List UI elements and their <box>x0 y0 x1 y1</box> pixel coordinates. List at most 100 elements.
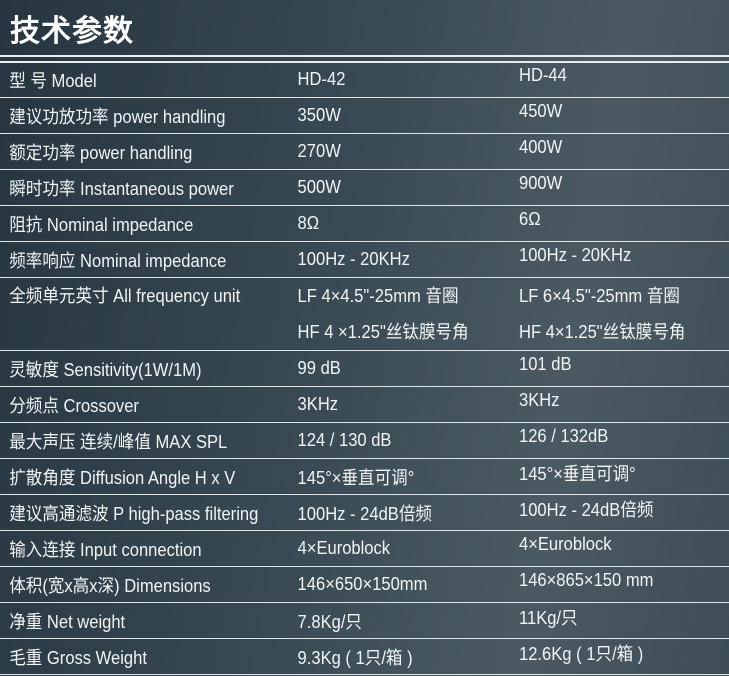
cell-text: 阻抗 Nominal impedance <box>9 214 194 235</box>
value-hd-44: 6Ω <box>518 205 713 242</box>
cell-text: 145°×垂直可调° <box>518 463 636 484</box>
cell-text: 146×650×150mm <box>297 574 428 594</box>
table-row: 扩散角度 Diffusion Angle H x V 145°×垂直可调° 145°… <box>0 458 729 495</box>
cell-text: 毛重 Gross Weight <box>9 647 147 668</box>
value-hd-44: 900W <box>518 169 713 206</box>
spec-label: 建议高通滤波 P high-pass filtering <box>0 494 259 531</box>
cell-text: 99 dB <box>297 358 341 378</box>
value-hd-44: 11Kg/只 <box>518 602 713 639</box>
spec-label: 型 号 Model <box>0 62 259 98</box>
spec-table: 型 号 Model HD-42 HD-44 建议功放功率 power handling… <box>0 62 729 675</box>
value-hd-44: 126 / 132dB <box>518 422 713 459</box>
value-hd-42: 8Ω <box>280 205 500 242</box>
spec-label: 全频单元英寸 All frequency unit <box>0 277 259 351</box>
value-hd-44: HD-44 <box>518 62 713 98</box>
cell-text: 4×Euroblock <box>297 538 390 558</box>
spec-label: 额定功率 power handling <box>0 133 259 170</box>
value-hd-42: 146×650×150mm <box>280 566 500 603</box>
cell-text: 500W <box>297 177 341 197</box>
value-hd-42: 124 / 130 dB <box>280 422 500 459</box>
cell-text: 瞬时功率 Instantaneous power <box>9 178 234 199</box>
cell-text: 400W <box>518 137 563 157</box>
table-row: 建议高通滤波 P high-pass filtering 100Hz - 24dB… <box>0 494 729 531</box>
cell-text: 3KHz <box>297 394 338 414</box>
value-hd-44: LF 6×4.5"-25mm 音圈 HF 4×1.25"丝钛膜号角 <box>518 277 713 351</box>
spec-label: 阻抗 Nominal impedance <box>0 205 259 242</box>
cell-text: 灵敏度 Sensitivity(1W/1M) <box>9 359 202 380</box>
value-hd-44: 12.6Kg ( 1只/箱 ) <box>518 638 713 675</box>
cell-text: 145°×垂直可调° <box>297 467 415 488</box>
value-hd-42: 100Hz - 24dB倍频 <box>280 494 500 531</box>
cell-text: 126 / 132dB <box>518 426 609 446</box>
table-row: 分频点 Crossover 3KHz 3KHz <box>0 386 729 423</box>
value-hd-42: 4×Euroblock <box>280 530 500 567</box>
table-row: 最大声压 连续/峰值 MAX SPL 124 / 130 dB 126 / 132d… <box>0 422 729 459</box>
value-hd-44: 100Hz - 24dB倍频 <box>518 494 713 531</box>
cell-text: 124 / 130 dB <box>297 430 392 450</box>
spec-label: 输入连接 Input connection <box>0 530 259 567</box>
cell-text: 体积(宽x高x深) Dimensions <box>9 575 211 596</box>
table-row: 灵敏度 Sensitivity(1W/1M) 99 dB 101 dB <box>0 350 729 387</box>
value-hd-42: 99 dB <box>280 350 500 387</box>
cell-text: 建议高通滤波 P high-pass filtering <box>9 503 259 524</box>
value-hd-42: LF 4×4.5"-25mm 音圈 HF 4 ×1.25"丝钛膜号角 <box>280 277 500 351</box>
cell-text: 7.8Kg/只 <box>297 611 362 632</box>
cell-text: 4×Euroblock <box>518 534 612 554</box>
cell-text: 3KHz <box>518 390 560 410</box>
spec-label: 毛重 Gross Weight <box>0 638 259 675</box>
table-row: 体积(宽x高x深) Dimensions 146×650×150mm 146×865… <box>0 566 729 603</box>
cell-text: 6Ω <box>518 209 541 229</box>
cell-text: 全频单元英寸 All frequency unit <box>9 286 241 306</box>
cell-text: 350W <box>297 105 341 125</box>
cell-line: HF 4×1.25"丝钛膜号角 <box>518 322 686 342</box>
table-row: 型 号 Model HD-42 HD-44 <box>0 62 729 98</box>
spec-label: 最大声压 连续/峰值 MAX SPL <box>0 422 259 459</box>
spec-label: 体积(宽x高x深) Dimensions <box>0 566 259 603</box>
table-row: 建议功放功率 power handling 350W 450W <box>0 97 729 134</box>
cell-text: 12.6Kg ( 1只/箱 ) <box>518 643 644 664</box>
cell-text: 净重 Net weight <box>9 611 126 632</box>
value-hd-44: 101 dB <box>518 350 713 387</box>
spec-label: 频率响应 Nominal impedance <box>0 241 259 278</box>
value-hd-44: 100Hz - 20KHz <box>518 241 713 278</box>
table-row: 全频单元英寸 All frequency unit LF 4×4.5"-25mm … <box>0 277 729 351</box>
cell-text: HD-42 <box>297 69 346 89</box>
cell-text: 扩散角度 Diffusion Angle H x V <box>9 467 236 488</box>
cell-text: 额定功率 power handling <box>9 142 193 163</box>
value-hd-44: 450W <box>518 97 713 134</box>
cell-text: 输入连接 Input connection <box>9 539 202 560</box>
spec-label: 建议功放功率 power handling <box>0 97 259 134</box>
cell-line: HF 4 ×1.25"丝钛膜号角 <box>297 322 469 342</box>
cell-text: 频率响应 Nominal impedance <box>9 250 227 271</box>
cell-text: 101 dB <box>518 354 572 374</box>
cell-text: HD-44 <box>518 65 567 85</box>
spec-label: 分频点 Crossover <box>0 386 259 423</box>
table-row: 额定功率 power handling 270W 400W <box>0 133 729 170</box>
cell-line: LF 6×4.5"-25mm 音圈 <box>518 286 680 306</box>
cell-text: 100Hz - 24dB倍频 <box>518 499 654 520</box>
cell-text: 900W <box>518 173 563 193</box>
spec-label: 扩散角度 Diffusion Angle H x V <box>0 458 259 495</box>
value-hd-44: 3KHz <box>518 386 713 423</box>
value-hd-42: 145°×垂直可调° <box>280 458 500 495</box>
cell-line: LF 4×4.5"-25mm 音圈 <box>297 286 459 306</box>
value-hd-42: 350W <box>280 97 500 134</box>
value-hd-42: 500W <box>280 169 500 206</box>
value-hd-42: 3KHz <box>280 386 500 423</box>
table-row: 净重 Net weight 7.8Kg/只 11Kg/只 <box>0 602 729 639</box>
cell-text: 100Hz - 20KHz <box>518 245 632 265</box>
value-hd-44: 4×Euroblock <box>518 530 713 567</box>
spec-label: 瞬时功率 Instantaneous power <box>0 169 259 206</box>
cell-text: 11Kg/只 <box>518 607 578 628</box>
spec-label: 净重 Net weight <box>0 602 259 639</box>
cell-text: 100Hz - 24dB倍频 <box>297 503 432 524</box>
cell-text: 最大声压 连续/峰值 MAX SPL <box>9 431 228 452</box>
spec-label: 灵敏度 Sensitivity(1W/1M) <box>0 350 259 387</box>
table-row: 阻抗 Nominal impedance 8Ω 6Ω <box>0 205 729 242</box>
table-row: 输入连接 Input connection 4×Euroblock 4×Eurobl… <box>0 530 729 567</box>
cell-text: 100Hz - 20KHz <box>297 249 410 269</box>
table-row: 频率响应 Nominal impedance 100Hz - 20KHz 100Hz… <box>0 241 729 278</box>
cell-text: 8Ω <box>297 213 319 233</box>
cell-text: 270W <box>297 141 341 161</box>
value-hd-44: 400W <box>518 133 713 170</box>
